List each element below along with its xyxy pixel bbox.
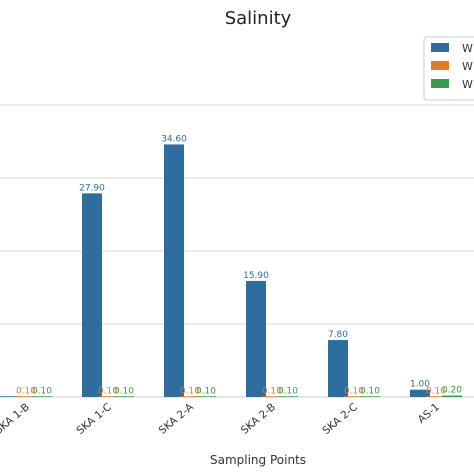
data-label: 0.10 bbox=[344, 386, 364, 396]
bar-1-ska-1-c bbox=[82, 193, 102, 397]
bar-1-ska-2-a bbox=[164, 144, 184, 397]
data-label: 0.10 bbox=[262, 386, 282, 396]
bar-3-ska-2-a bbox=[196, 396, 216, 397]
data-label: 0.10 bbox=[16, 386, 36, 396]
bar-3-as-1 bbox=[442, 395, 462, 397]
bar-2-ska-1-b bbox=[16, 396, 36, 397]
bar-2-ska-2-a bbox=[180, 396, 200, 397]
bar-3-ska-1-c bbox=[114, 396, 134, 397]
bar-1-ska-2-c bbox=[328, 340, 348, 397]
data-label: 34.60 bbox=[161, 134, 187, 144]
data-label: 15.90 bbox=[243, 271, 269, 281]
legend-swatch bbox=[431, 43, 449, 52]
x-tick-label: SKA 2-B bbox=[239, 401, 278, 437]
data-label: 27.90 bbox=[79, 183, 105, 193]
gridlines bbox=[0, 104, 474, 325]
x-tick-label: SKA 2-A bbox=[157, 401, 197, 437]
data-label: 7.80 bbox=[328, 330, 348, 340]
data-label: 0.10 bbox=[426, 386, 446, 396]
bar-1-ska-1-b bbox=[0, 396, 20, 397]
bar-2-ska-1-c bbox=[98, 396, 118, 397]
x-tick-labels: SKA 1-B SKA 1-C SKA 2-A SKA 2-B SKA 2-C AS-1 bbox=[0, 401, 442, 438]
data-label: 0.10 bbox=[32, 386, 52, 396]
bar-2-ska-2-c bbox=[344, 396, 364, 397]
legend: WWW bbox=[423, 36, 474, 101]
data-label: 0.10 bbox=[98, 386, 118, 396]
data-label: 0.20 bbox=[442, 386, 462, 396]
x-tick-label: AS-1 bbox=[416, 401, 442, 426]
bars bbox=[0, 144, 462, 397]
x-tick-label: SKA 2-C bbox=[320, 401, 360, 437]
legend-swatch bbox=[431, 79, 449, 88]
data-label: 0.10 bbox=[114, 386, 134, 396]
legend-swatch bbox=[431, 61, 449, 70]
bar-2-ska-2-b bbox=[262, 396, 282, 397]
data-labels: 0.100.1027.900.100.1034.600.100.1015.900… bbox=[16, 134, 462, 396]
x-axis-label: Sampling Points bbox=[210, 453, 306, 467]
bar-1-ska-2-b bbox=[246, 280, 266, 397]
data-label: 0.10 bbox=[180, 386, 200, 396]
bar-3-ska-1-b bbox=[32, 396, 52, 397]
bar-3-ska-2-c bbox=[360, 396, 380, 397]
data-label: 0.10 bbox=[196, 386, 216, 396]
legend-entry: W bbox=[462, 60, 473, 73]
bar-2-as-1 bbox=[426, 396, 446, 397]
data-label: 1.00 bbox=[410, 380, 430, 390]
x-tick-label: SKA 1-C bbox=[74, 401, 114, 437]
chart-title: Salinity bbox=[225, 8, 292, 29]
bar-1-as-1 bbox=[410, 389, 430, 397]
bar-3-ska-2-b bbox=[278, 396, 298, 397]
data-label: 0.10 bbox=[278, 386, 298, 396]
data-label: 0.10 bbox=[360, 386, 380, 396]
legend-entry: W bbox=[462, 42, 473, 55]
x-tick-label: SKA 1-B bbox=[0, 401, 32, 437]
legend-entry: W bbox=[462, 78, 473, 91]
